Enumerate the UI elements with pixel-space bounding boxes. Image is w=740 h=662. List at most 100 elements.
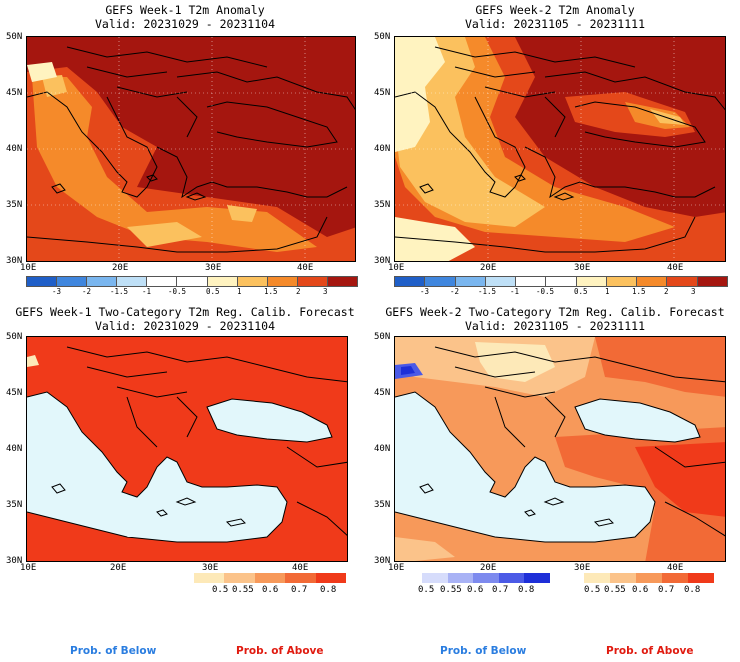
colorbar-tick-label: -1.5 [110, 287, 129, 296]
lat-label: 35N [6, 200, 23, 210]
colorbar-tick-label: 0.7 [492, 585, 509, 595]
prob-below-colorbar [422, 573, 550, 583]
lat-label: 50N [374, 332, 391, 342]
colorbar-tick-label: 0.7 [291, 585, 308, 595]
colorbar-swatch [516, 277, 547, 286]
colorbar-swatch [425, 277, 456, 286]
colorbar-swatch [254, 573, 286, 583]
colorbar-tick-label: 0.8 [684, 585, 701, 595]
lat-label: 50N [6, 332, 23, 342]
colorbar-tick-label: -3 [52, 287, 62, 296]
lon-label: 10E [20, 563, 37, 573]
colorbar-tick-label: 0.55 [440, 585, 462, 595]
lon-label: 40E [667, 263, 684, 273]
panel-title: GEFS Week-1 Two-Category T2m Reg. Calib.… [15, 305, 355, 319]
colorbar-tick-label: 0.6 [262, 585, 279, 595]
colorbar-swatch [117, 277, 148, 286]
colorbar-tick-label: 3 [323, 287, 328, 296]
colorbar-swatch [447, 573, 474, 583]
prob-above-colorbar [194, 573, 347, 583]
lat-label: 30N [374, 256, 391, 266]
lon-label: 20E [480, 563, 497, 573]
lon-label: 30E [205, 263, 222, 273]
colorbar-swatch [177, 277, 208, 286]
lon-label: 10E [388, 263, 405, 273]
colorbar-swatch [395, 277, 426, 286]
colorbar-swatch [57, 277, 88, 286]
anomaly-colorbar [26, 276, 358, 287]
colorbar-swatch [207, 277, 238, 286]
colorbar-swatch [485, 277, 517, 286]
colorbar-swatch [194, 573, 225, 583]
colorbar-swatch [297, 277, 328, 286]
colorbar-swatch [524, 573, 550, 583]
lon-label: 40E [667, 563, 684, 573]
colorbar-swatch [667, 277, 698, 286]
lat-label: 50N [374, 32, 391, 42]
colorbar-tick-label: 0.5 [212, 585, 229, 595]
prob-above-colorbar [584, 573, 714, 583]
colorbar-swatch [662, 573, 688, 583]
colorbar-tick-label: 1.5 [264, 287, 278, 296]
colorbar-tick-label: 0.7 [658, 585, 675, 595]
colorbar-tick-label: -0.5 [168, 287, 187, 296]
lon-label: 30E [574, 263, 591, 273]
panel-title: GEFS Week-2 T2m Anomaly [475, 3, 635, 17]
colorbar-tick-label: 0.6 [467, 585, 484, 595]
lon-label: 30E [202, 563, 219, 573]
colorbar-swatch [27, 277, 58, 286]
colorbar-tick-label: -0.5 [536, 287, 555, 296]
lat-label: 40N [6, 444, 23, 454]
colorbar-swatch [147, 277, 178, 286]
colorbar-tick-label: -3 [420, 287, 430, 296]
legend-prob-above: Prob. of Above [606, 645, 694, 657]
colorbar-tick-label: 1.5 [632, 287, 646, 296]
colorbar-tick-label: 0.8 [320, 585, 337, 595]
panel-week1-probability: GEFS Week-1 Two-Category T2m Reg. Calib.… [0, 300, 370, 600]
colorbar-swatch [636, 573, 662, 583]
colorbar-swatch [224, 573, 255, 583]
colorbar-tick-label: 0.55 [604, 585, 626, 595]
colorbar-tick-label: 0.5 [584, 585, 601, 595]
colorbar-swatch [327, 277, 358, 286]
colorbar-swatch [546, 277, 577, 286]
colorbar-swatch [610, 573, 636, 583]
legend-prob-below: Prob. of Below [440, 645, 527, 657]
lat-label: 30N [6, 256, 23, 266]
panel-week2-anomaly: GEFS Week-2 T2m Anomaly Valid: 20231105 … [370, 0, 740, 300]
colorbar-tick-label: 3 [691, 287, 696, 296]
colorbar-tick-label: 0.8 [518, 585, 535, 595]
lon-label: 10E [20, 263, 37, 273]
colorbar-swatch [267, 277, 298, 286]
lon-label: 20E [112, 263, 129, 273]
lat-label: 40N [374, 444, 391, 454]
colorbar-tick-label: 2 [664, 287, 669, 296]
colorbar-swatch [315, 573, 347, 583]
anomaly-colorbar [394, 276, 728, 287]
lat-label: 40N [374, 144, 391, 154]
colorbar-swatch [455, 277, 486, 286]
colorbar-tick-label: -1.5 [478, 287, 497, 296]
panel-valid-dates: Valid: 20231029 - 20231104 [94, 319, 275, 333]
colorbar-tick-label: -2 [82, 287, 92, 296]
lon-label: 40E [292, 563, 309, 573]
lat-label: 50N [6, 32, 23, 42]
panel-valid-dates: Valid: 20231105 - 20231111 [464, 319, 645, 333]
colorbar-swatch [87, 277, 118, 286]
lat-label: 35N [374, 500, 391, 510]
colorbar-tick-label: 0.6 [632, 585, 649, 595]
anomaly-map-week1 [26, 36, 356, 262]
lat-label: 40N [6, 144, 23, 154]
colorbar-tick-label: 1 [237, 287, 242, 296]
lon-label: 30E [574, 563, 591, 573]
colorbar-tick-label: -2 [450, 287, 460, 296]
lat-label: 30N [374, 556, 391, 566]
lat-label: 35N [374, 200, 391, 210]
colorbar-swatch [584, 573, 610, 583]
probability-map-week1 [26, 336, 348, 562]
lat-label: 35N [6, 500, 23, 510]
colorbar-tick-label: 0.5 [206, 287, 220, 296]
anomaly-map-week2 [394, 36, 726, 262]
lat-label: 45N [374, 88, 391, 98]
colorbar-swatch [688, 573, 714, 583]
